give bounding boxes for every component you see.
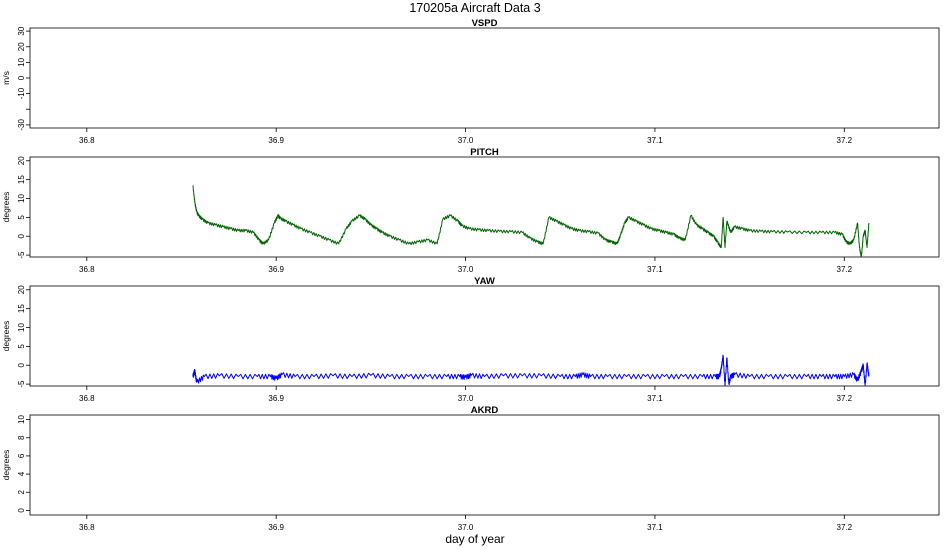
panel-title: YAW — [474, 276, 495, 287]
figure-title: 170205a Aircraft Data 3 — [409, 1, 540, 15]
panel-pitch: PITCH degrees 20 15 10 5 0 -5 36.8 36.9 37.0 37.1 37… — [1, 147, 940, 274]
x-tick-label: 36.8 — [79, 136, 95, 145]
y-tick-label: 0 — [17, 362, 26, 367]
x-tick-label: 36.9 — [268, 394, 284, 403]
x-tick-label: 37.0 — [458, 136, 474, 145]
y-tick-label: 5 — [17, 215, 26, 220]
y-tick-label: 10 — [17, 57, 26, 66]
series-line-yaw — [192, 354, 870, 386]
y-tick-label: -30 — [17, 119, 26, 131]
x-tick-label: 37.2 — [837, 523, 853, 532]
y-tick-label: 0 — [17, 233, 26, 238]
panel-vspd: VSPD m/s 30 20 10 0 -10 -30 36.8 36.9 37.0 37.1 37.2 — [1, 18, 940, 145]
series-line-pitch — [192, 185, 870, 257]
x-tick-label: 37.0 — [458, 265, 474, 274]
x-tick-label: 37.1 — [647, 523, 663, 532]
y-tick-label: 30 — [17, 26, 26, 35]
y-tick-label: 20 — [17, 42, 26, 51]
x-tick-label: 36.9 — [268, 523, 284, 532]
y-tick-label: 15 — [17, 175, 26, 184]
y-tick-label: 8 — [17, 435, 26, 440]
y-tick-label: 0 — [17, 508, 26, 513]
x-tick-label: 37.1 — [647, 394, 663, 403]
y-axis-label: degrees — [1, 192, 11, 223]
panel-title: AKRD — [471, 405, 499, 416]
x-tick-label: 37.1 — [647, 136, 663, 145]
x-tick-label: 37.2 — [837, 265, 853, 274]
y-tick-label: 15 — [17, 304, 26, 313]
y-tick-label: 10 — [17, 323, 26, 332]
x-tick-label: 36.9 — [268, 136, 284, 145]
plot-frame — [29, 414, 940, 516]
x-tick-label: 37.0 — [458, 394, 474, 403]
panel-title: VSPD — [472, 18, 498, 29]
y-tick-label: -10 — [17, 87, 26, 99]
y-tick-label: -5 — [17, 380, 26, 388]
y-tick-label: 10 — [17, 194, 26, 203]
x-tick-label: 36.8 — [79, 394, 95, 403]
x-tick-label: 36.9 — [268, 265, 284, 274]
panel-title: PITCH — [470, 147, 499, 158]
y-axis-label: degrees — [1, 450, 11, 481]
x-tick-label: 37.0 — [458, 523, 474, 532]
x-axis-label: day of year — [445, 532, 504, 546]
y-tick-label: 2 — [17, 489, 26, 494]
y-tick-label: 6 — [17, 453, 26, 458]
y-tick-label: 10 — [17, 415, 26, 424]
x-tick-label: 36.8 — [79, 265, 95, 274]
y-axis-label: degrees — [1, 321, 11, 352]
y-tick-label: 20 — [17, 285, 26, 294]
plot-frame — [29, 156, 940, 258]
y-tick-label: 5 — [17, 344, 26, 349]
x-tick-label: 37.2 — [837, 136, 853, 145]
panel-akrd: AKRD degrees 10 8 6 4 2 0 36.8 36.9 37.0 37.1 37.2 — [1, 405, 940, 532]
y-axis-label: m/s — [1, 71, 11, 85]
plot-frame — [29, 285, 940, 387]
x-tick-label: 36.8 — [79, 523, 95, 532]
y-tick-label: -5 — [17, 251, 26, 259]
y-tick-label: 0 — [17, 75, 26, 80]
x-tick-label: 37.1 — [647, 265, 663, 274]
plot-frame — [29, 27, 940, 129]
x-tick-label: 37.2 — [837, 394, 853, 403]
y-tick-label: 4 — [17, 471, 26, 476]
y-tick-label: 20 — [17, 156, 26, 165]
panel-yaw: YAW degrees 20 15 10 5 0 -5 36.8 36.9 37.0 37.1 37.2 — [1, 276, 940, 403]
